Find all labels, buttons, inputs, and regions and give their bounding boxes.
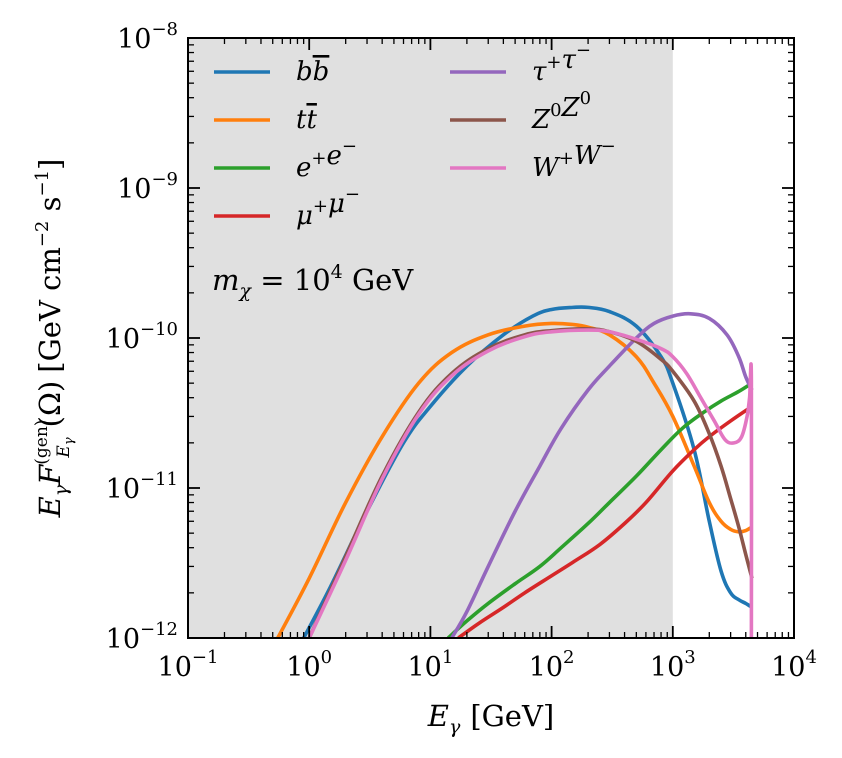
y-tick-label: 10−8 [117,19,178,55]
x-tick-label: 101 [407,647,453,683]
y-tick-label: 10−11 [106,469,178,505]
y-tick-label: 10−12 [106,619,178,655]
x-tick-label: 104 [771,647,817,683]
series-line-0 [302,305,753,638]
shaded-region [188,38,673,638]
legend-entry-0: bb [214,57,329,87]
x-tick-label: 100 [286,647,332,683]
plot-background [188,38,673,638]
mass-annotation: mχ = 104 GeV [212,261,414,302]
legend-label: tt [296,105,317,135]
y-axis-label: EγF(gen) Eγ(Ω)[GeV cm−2 s−1] [32,159,77,519]
legend-entry-2: e+e− [214,136,357,183]
legend-label: Z0Z0 [531,88,591,135]
legend-entry-6: W+W− [450,136,616,183]
axis-ticks: 10−1 100 101 102 103 104 10−12 10−11 10−10 10−9 10… [106,19,817,683]
legend-label: bb [296,57,329,87]
x-axis-label: Eγ [GeV] [427,699,554,738]
series-lines [276,305,754,638]
x-tick-label: 10−1 [158,647,219,683]
legend-label: μ+μ− [296,184,360,231]
legend-label: W+W− [532,136,616,183]
x-tick-label: 102 [529,647,575,683]
legend-label: τ+τ− [532,40,591,87]
legend-entry-5: Z0Z0 [450,88,591,135]
legend-entry-4: τ+τ− [450,40,591,87]
x-tick-label: 103 [650,647,696,683]
legend-label: e+e− [296,136,357,183]
series-line-2 [446,381,753,638]
series-line-6 [307,328,754,638]
legend-entry-3: μ+μ− [214,184,360,231]
y-tick-label: 10−10 [106,319,178,355]
legend-entry-1: tt [214,105,317,135]
y-tick-label: 10−9 [117,169,178,205]
series-line-3 [457,404,753,638]
